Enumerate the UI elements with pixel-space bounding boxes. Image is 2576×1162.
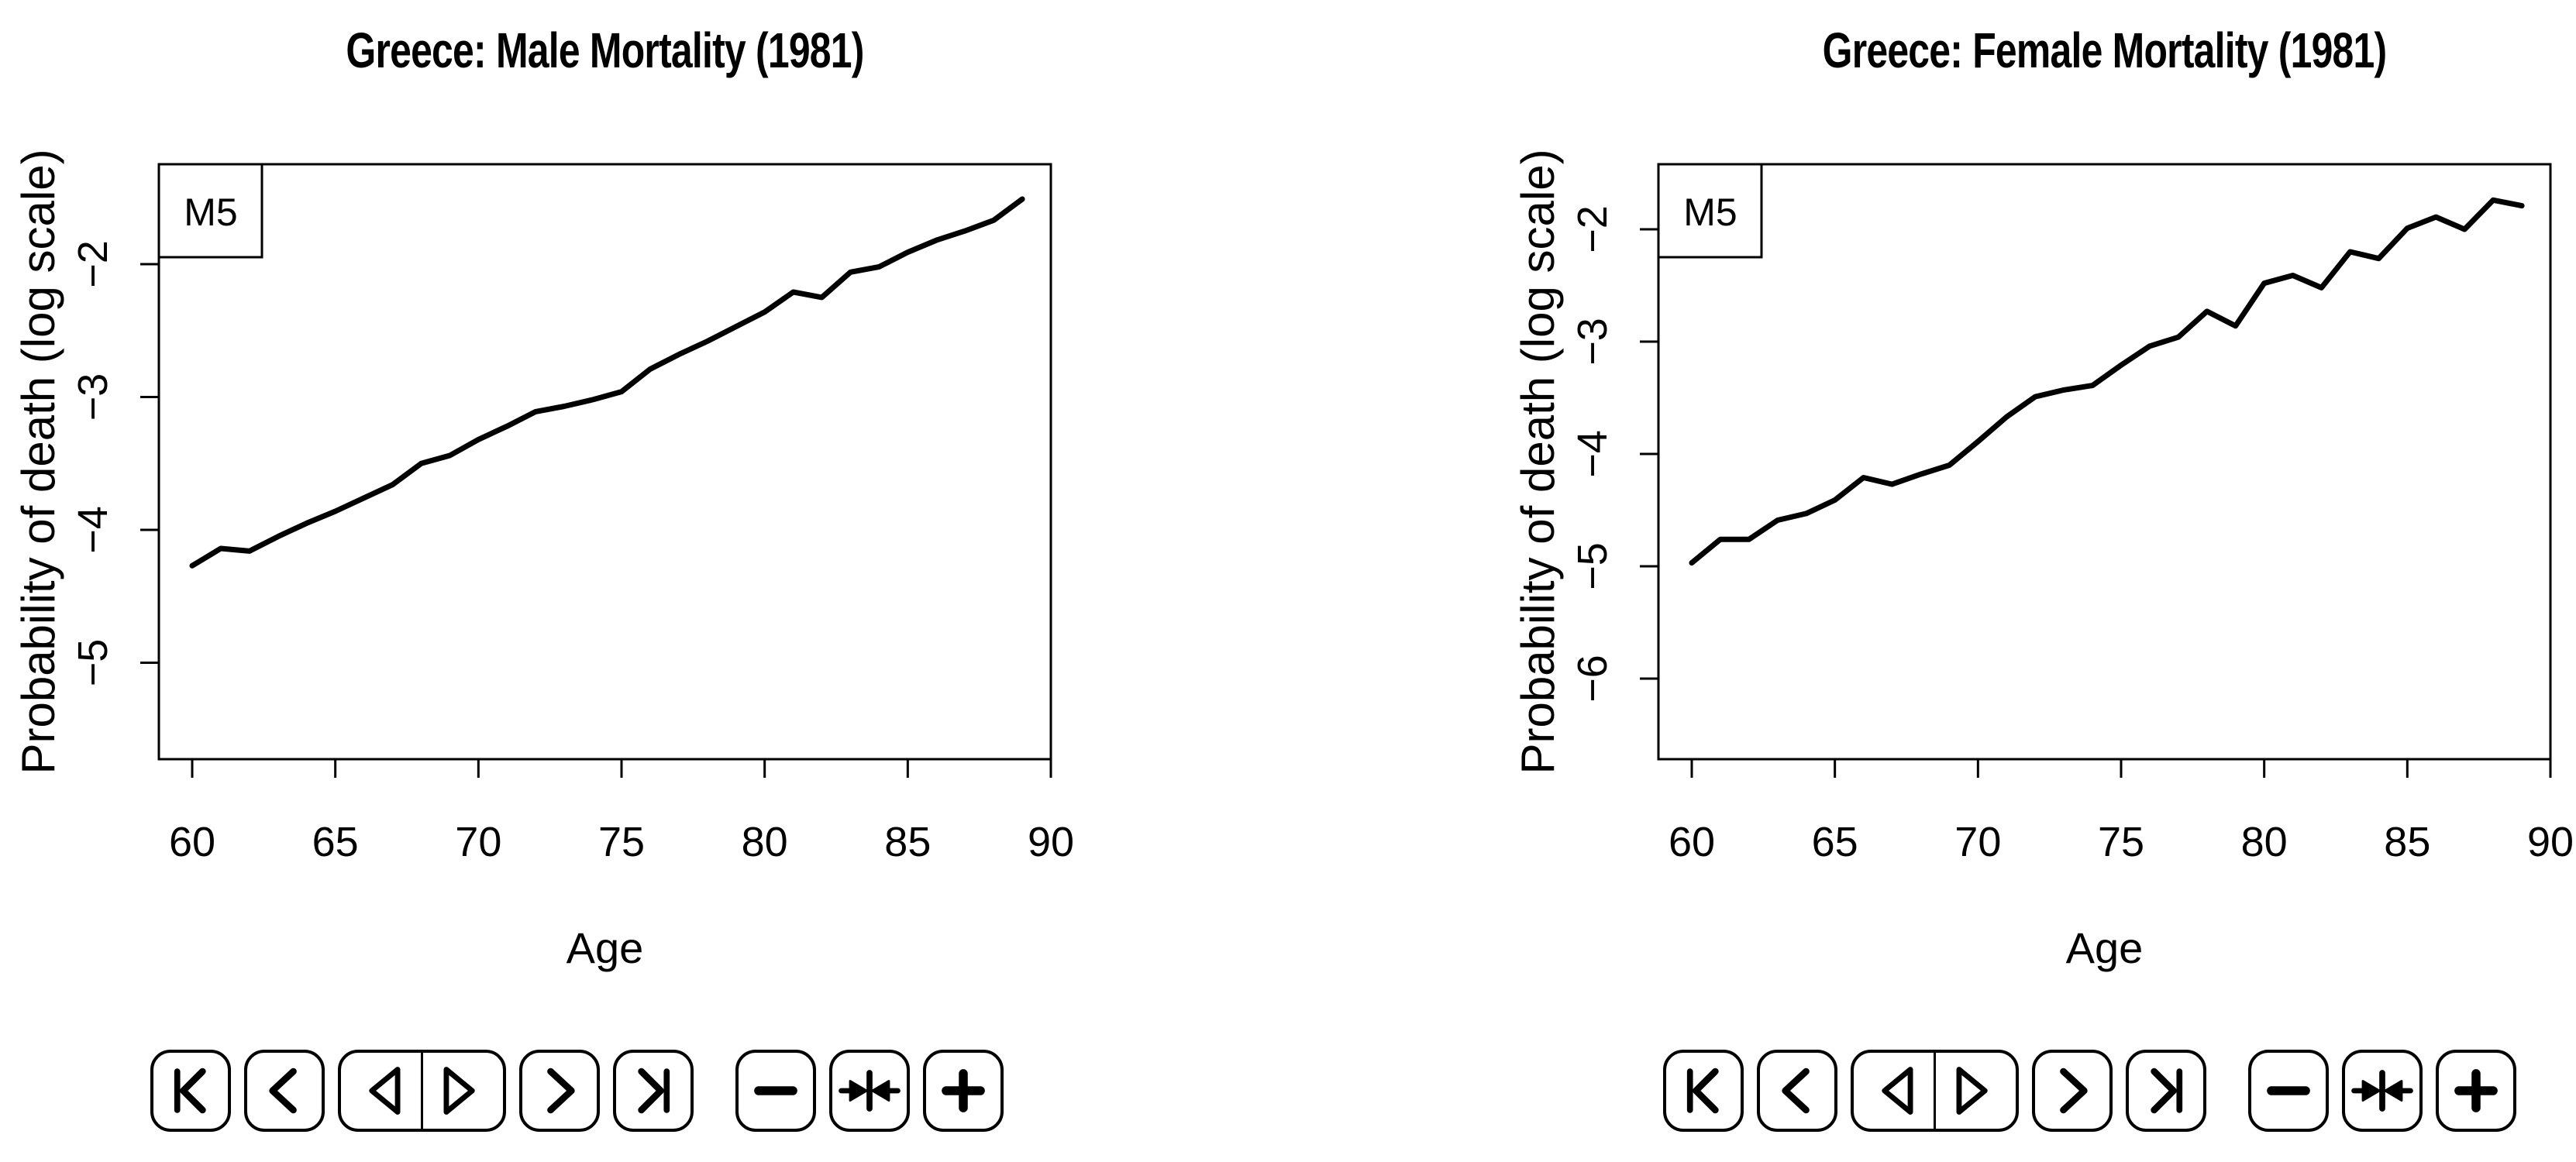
y-tick-label: −5	[1569, 542, 1616, 590]
x-tick-label: 75	[2098, 819, 2144, 865]
x-axis-label: Age	[567, 923, 644, 972]
zoom-in-button[interactable]	[2436, 1050, 2516, 1132]
skip-to-first-icon	[174, 1067, 206, 1114]
y-axis-label: Probability of death (log scale)	[12, 149, 64, 774]
x-tick-label: 70	[455, 819, 501, 865]
model-badge-label: M5	[1683, 191, 1737, 234]
x-tick-label: 85	[2384, 819, 2430, 865]
y-tick-label: −4	[70, 506, 116, 554]
y-tick-label: −5	[70, 639, 116, 687]
plot-title-female: Greece: Female Mortality (1981)	[1822, 22, 2387, 78]
previous-button[interactable]	[244, 1050, 325, 1132]
first-button[interactable]	[150, 1050, 231, 1132]
center-button[interactable]	[829, 1050, 910, 1132]
next-button[interactable]	[2032, 1050, 2113, 1132]
panel-female: Greece: Female Mortality (1981) 60 65 70 75…	[1500, 0, 2576, 1162]
step-forward-button[interactable]	[1936, 1053, 2016, 1129]
skip-to-last-icon	[2151, 1067, 2183, 1114]
plus-icon	[942, 1069, 985, 1112]
toolbar-male	[150, 1050, 1017, 1132]
x-tick-label: 60	[169, 819, 215, 865]
step-back-forward-button	[338, 1050, 506, 1132]
collapse-horizontal-icon	[2351, 1070, 2413, 1112]
zoom-in-button[interactable]	[923, 1050, 1004, 1132]
plot-male: 60 65 70 75 80 85 90 −2 −3 −4 −5 Age Probability of …	[12, 149, 1074, 972]
collapse-horizontal-icon	[839, 1070, 901, 1112]
open-triangle-left-icon	[1882, 1067, 1913, 1115]
x-axis-label: Age	[2066, 923, 2144, 972]
y-tick-label: −2	[70, 240, 116, 288]
plot-female: 60 65 70 75 80 85 90 −2 −3 −4 −5 −6 Age Probability o…	[1512, 149, 2574, 972]
step-forward-button[interactable]	[423, 1053, 503, 1129]
step-back-forward-button	[1851, 1050, 2019, 1132]
plus-icon	[2454, 1069, 2498, 1112]
step-back-button[interactable]	[341, 1053, 423, 1129]
plot-title-male: Greece: Male Mortality (1981)	[346, 22, 864, 78]
y-axis-label: Probability of death (log scale)	[1512, 149, 1564, 774]
y-tick-label: −2	[1569, 205, 1616, 253]
x-tick-label: 80	[2241, 819, 2288, 865]
minus-icon	[754, 1086, 797, 1095]
zoom-out-button[interactable]	[735, 1050, 816, 1132]
first-button[interactable]	[1663, 1050, 1744, 1132]
model-badge-box	[1657, 163, 1763, 259]
y-tick-label: −3	[1569, 318, 1616, 366]
last-button[interactable]	[613, 1050, 694, 1132]
y-tick-label: −3	[70, 373, 116, 421]
previous-button[interactable]	[1757, 1050, 1837, 1132]
chevron-left-icon	[269, 1067, 297, 1114]
model-badge-box	[157, 163, 263, 259]
mortality-line	[189, 196, 1025, 569]
chevron-right-icon	[2060, 1067, 2088, 1114]
x-tick-label: 85	[884, 819, 931, 865]
x-tick-label: 65	[312, 819, 359, 865]
next-button[interactable]	[519, 1050, 600, 1132]
plot-box	[1657, 163, 2552, 761]
skip-to-first-icon	[1686, 1067, 1719, 1114]
center-button[interactable]	[2342, 1050, 2423, 1132]
x-tick-label: 70	[1954, 819, 2001, 865]
x-tick-label: 65	[1812, 819, 1858, 865]
x-tick-label: 75	[598, 819, 645, 865]
chevron-left-icon	[1782, 1067, 1810, 1114]
panel-male: Greece: Male Mortality (1981) 60 65 70 75 80…	[12, 22, 1074, 1132]
open-triangle-right-icon	[443, 1067, 475, 1115]
x-tick-label: 90	[2527, 819, 2574, 865]
mortality-line	[1689, 197, 2525, 566]
minus-icon	[2267, 1086, 2310, 1095]
plot-box	[157, 163, 1052, 761]
open-triangle-left-icon	[369, 1067, 401, 1115]
x-tick-label: 60	[1669, 819, 1715, 865]
skip-to-last-icon	[638, 1067, 670, 1114]
last-button[interactable]	[2126, 1050, 2206, 1132]
step-back-button[interactable]	[1854, 1053, 1936, 1129]
open-triangle-right-icon	[1956, 1067, 1988, 1115]
x-tick-label: 80	[742, 819, 788, 865]
zoom-out-button[interactable]	[2248, 1050, 2329, 1132]
y-tick-label: −4	[1569, 430, 1616, 478]
x-tick-label: 90	[1028, 819, 1074, 865]
model-badge-label: M5	[184, 191, 237, 234]
y-tick-label: −6	[1569, 655, 1616, 703]
toolbar-female	[1663, 1050, 2530, 1132]
chevron-right-icon	[547, 1067, 575, 1114]
